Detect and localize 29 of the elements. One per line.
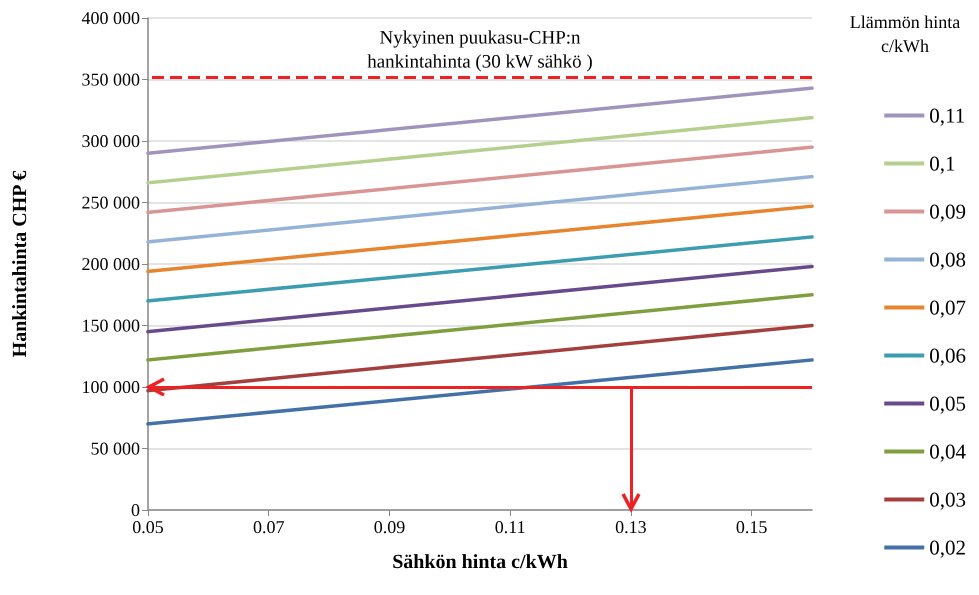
legend-label: 0,04 [929,440,966,464]
legend-label: 0,08 [929,248,966,272]
y-tick-label: 250 000 [82,192,140,212]
y-tick-label: 300 000 [82,131,140,151]
x-tick-label: 0.09 [374,517,406,537]
y-axis-title: Hankintahinta CHP € [9,170,31,358]
legend-label: 0,1 [929,152,956,176]
x-tick-label: 0.11 [494,517,526,537]
y-tick-label: 200 000 [82,254,140,274]
y-tick-label: 100 000 [82,377,140,397]
y-tick-label: 150 000 [82,316,140,336]
legend-label: 0,06 [929,344,966,368]
legend-title: Llämmön hinta c/kWh [850,12,960,56]
x-tick-label: 0.07 [252,517,284,537]
legend-label: 0,09 [929,200,966,224]
x-tick-label: 0.15 [736,517,768,537]
legend-label: 0,02 [929,536,966,560]
x-axis-title: Sähkön hinta c/kWh [392,551,568,573]
ref-line-label: Nykyinen puukasu-CHP:n hankintahinta (30 kW sähkö ) [367,28,593,73]
y-tick-label: 0 [131,500,140,520]
legend-label: 0,07 [929,296,966,320]
legend-label: 0,05 [929,392,966,416]
legend-label: 0,11 [929,104,966,128]
y-tick-label: 400 000 [82,8,140,28]
x-tick-label: 0.13 [615,517,647,537]
legend-label: 0,03 [929,488,966,512]
y-tick-label: 50 000 [90,438,140,458]
y-tick-label: 350 000 [82,70,140,90]
x-tick-label: 0.05 [132,517,164,537]
